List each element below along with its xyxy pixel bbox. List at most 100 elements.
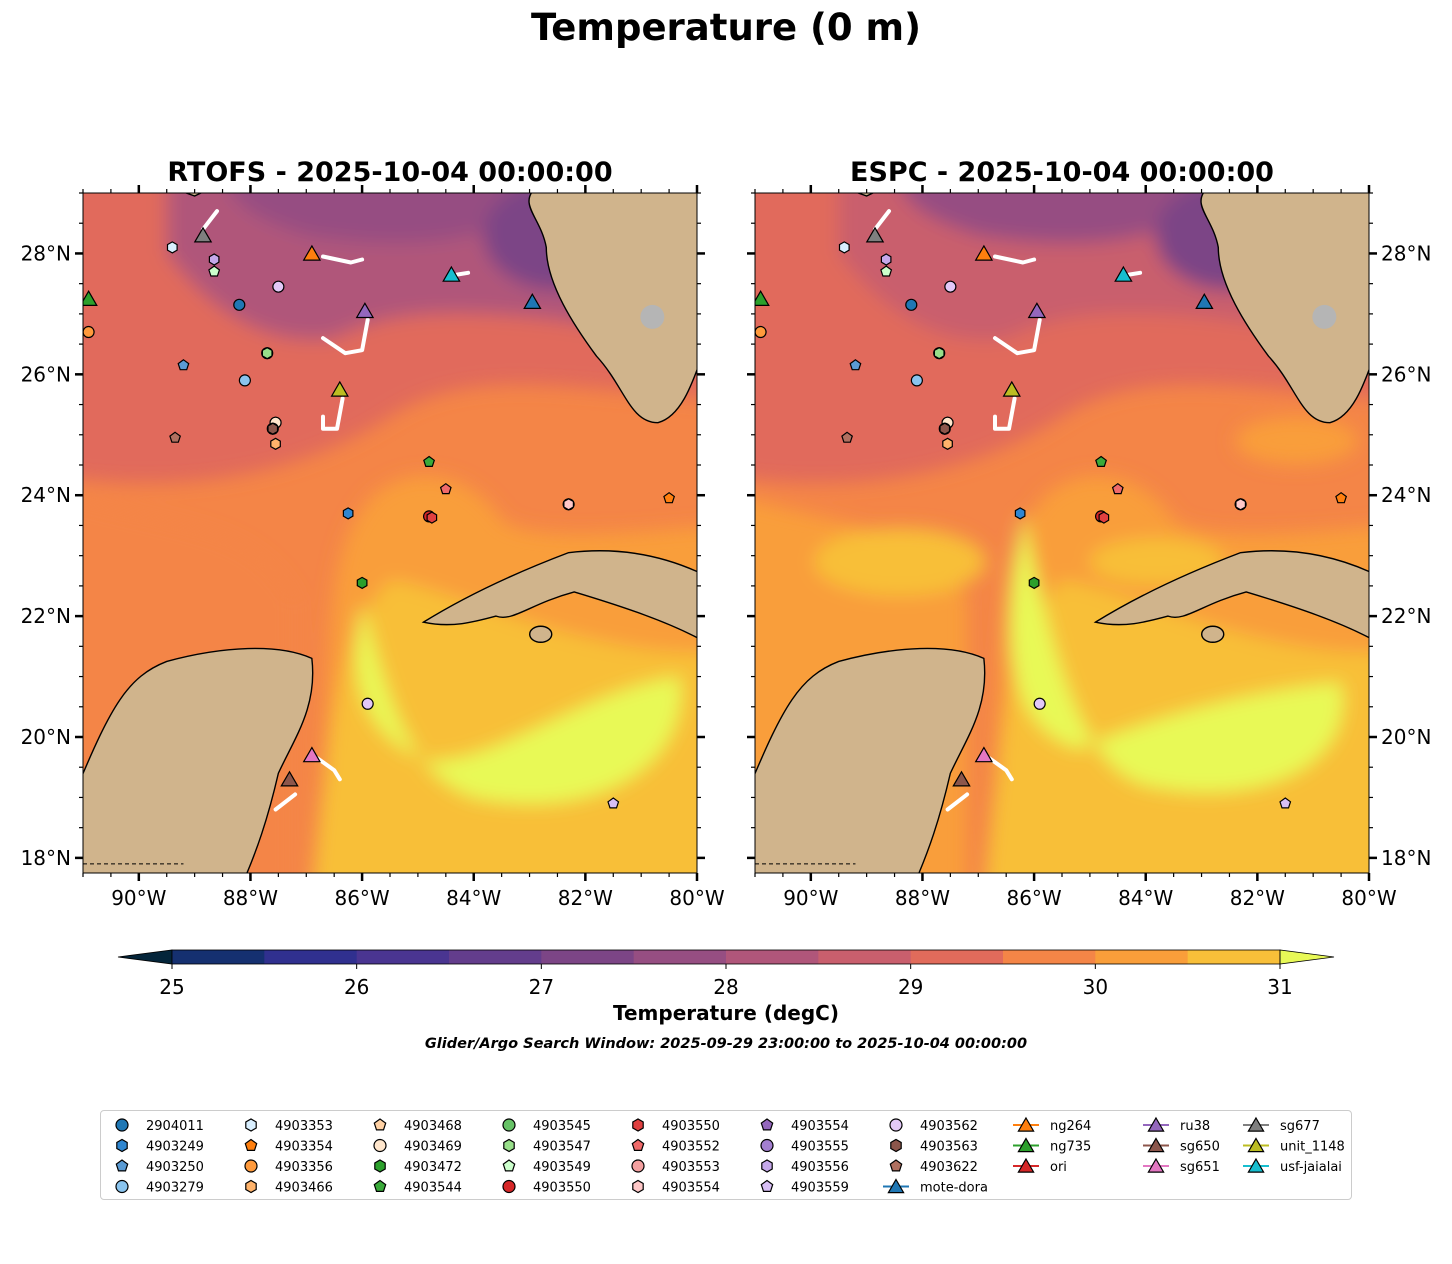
station-sg650 bbox=[280, 770, 299, 787]
legend-marker bbox=[761, 1159, 773, 1173]
station-sg677 bbox=[865, 226, 885, 243]
colorbar-segment bbox=[1187, 950, 1281, 964]
station-sg651 bbox=[974, 746, 994, 763]
station-4903563 bbox=[939, 422, 951, 435]
glider-track bbox=[873, 209, 891, 232]
lon-tick-label: 82°W bbox=[1230, 886, 1285, 910]
station-4903622 bbox=[169, 431, 182, 443]
colorbar-tick-label: 26 bbox=[344, 975, 369, 999]
colorbar-segment bbox=[818, 950, 912, 964]
legend-marker bbox=[244, 1138, 258, 1152]
glider-track bbox=[321, 254, 365, 265]
lon-tick-label: 84°W bbox=[1118, 886, 1173, 910]
glider-tracks bbox=[873, 209, 1143, 812]
station-4903562 bbox=[944, 280, 957, 293]
temperature-colorbar: 25 26 27 28 29 30 31 bbox=[117, 949, 1335, 999]
yucatan-land bbox=[83, 647, 314, 873]
legend-entry: usf-jaialai bbox=[1243, 1157, 1342, 1175]
florida-land bbox=[528, 193, 697, 424]
legend-entry: 4903279 bbox=[115, 1179, 204, 1196]
station-unit_1148 bbox=[1002, 380, 1021, 397]
legend-marker bbox=[116, 1138, 128, 1153]
legend-label: 4903549 bbox=[533, 1160, 591, 1175]
legend-marker bbox=[760, 1138, 774, 1153]
station-4903547 bbox=[261, 347, 273, 360]
legend-marker bbox=[889, 1159, 903, 1172]
legend-entry: sg650 bbox=[1143, 1137, 1220, 1155]
legend-entry: 4903622 bbox=[889, 1159, 978, 1175]
colorbar-tick-label: 30 bbox=[1083, 975, 1108, 999]
colorbar-segment bbox=[264, 950, 358, 964]
cuba-land bbox=[421, 550, 697, 639]
station-4903472 bbox=[1028, 576, 1040, 590]
station-sg650 bbox=[952, 770, 971, 787]
colorbar-high-extension bbox=[1279, 949, 1335, 965]
lat-tick-label: 26°N bbox=[1381, 362, 1431, 386]
lake-okeechobee bbox=[640, 304, 665, 329]
lat-tick-label: 18°N bbox=[1381, 846, 1431, 870]
legend-marker bbox=[631, 1159, 645, 1173]
contour-31 bbox=[1010, 513, 1343, 793]
station-4903250 bbox=[177, 359, 190, 371]
station-4903552 bbox=[439, 482, 452, 495]
legend-entry: ori bbox=[1013, 1157, 1067, 1175]
station-sg651 bbox=[302, 746, 322, 763]
legend-marker bbox=[1147, 1137, 1165, 1153]
colorbar-tick-label: 28 bbox=[713, 975, 738, 999]
legend-entry: 4903550 bbox=[632, 1118, 720, 1134]
legend-marker bbox=[1017, 1157, 1035, 1173]
station-4903550 bbox=[426, 511, 438, 524]
glider-track bbox=[993, 254, 1037, 265]
glider-track bbox=[321, 317, 370, 356]
legend-label: 4903563 bbox=[920, 1140, 978, 1155]
station-2904011 bbox=[905, 298, 918, 311]
station-unit_1148 bbox=[330, 380, 349, 397]
legend-entry: 4903553 bbox=[631, 1159, 720, 1175]
contour-27 bbox=[904, 193, 1218, 243]
station-markers bbox=[755, 226, 1348, 809]
lat-tick-label: 20°N bbox=[21, 725, 71, 749]
station-4903466 bbox=[942, 437, 953, 450]
legend-marker bbox=[1147, 1116, 1165, 1132]
glider-track bbox=[1127, 270, 1143, 277]
rtofs-map: 90°W 88°W 86°W 84°W 82°W 80°W 28°N 26°N 24°N 22°N… bbox=[21, 185, 1431, 910]
legend-label: 4903550 bbox=[662, 1119, 720, 1134]
legend-label: ng264 bbox=[1050, 1119, 1091, 1134]
glider-track bbox=[321, 396, 345, 431]
legend-marker bbox=[373, 1179, 387, 1193]
lon-tick-label: 84°W bbox=[446, 886, 501, 910]
lat-tick-label: 28°N bbox=[21, 241, 71, 265]
legend-label: sg650 bbox=[1180, 1140, 1220, 1155]
legend-marker bbox=[632, 1118, 644, 1132]
legend-label: ru38 bbox=[1180, 1119, 1210, 1134]
legend-marker bbox=[115, 1179, 129, 1194]
legend-label: 4903547 bbox=[533, 1140, 591, 1155]
legend-marker bbox=[245, 1179, 257, 1194]
legend-entry: 4903562 bbox=[889, 1118, 978, 1134]
legend-entry: 4903468 bbox=[373, 1118, 462, 1134]
legend-marker bbox=[887, 1178, 905, 1194]
lon-tick-label: 88°W bbox=[223, 886, 278, 910]
louisiana-land bbox=[856, 193, 875, 197]
legend-label: 2904011 bbox=[146, 1119, 204, 1134]
station-4903554 bbox=[1235, 498, 1247, 511]
glider-track bbox=[993, 317, 1042, 356]
map-axes: 90°W 88°W 86°W 84°W 82°W 80°W 28°N 26°N 24°N 22°N… bbox=[747, 185, 1431, 910]
station-markers bbox=[83, 226, 676, 809]
lat-tick-label: 24°N bbox=[1381, 483, 1431, 507]
station-4903562 bbox=[361, 697, 374, 710]
station-4903356 bbox=[83, 325, 95, 339]
legend-entry: 4903353 bbox=[245, 1118, 333, 1134]
florida-land bbox=[1200, 193, 1369, 424]
legend-label: 4903552 bbox=[662, 1140, 720, 1155]
legend-label: usf-jaialai bbox=[1280, 1160, 1342, 1175]
glider-track bbox=[273, 792, 298, 812]
legend-label: 4903562 bbox=[920, 1119, 978, 1134]
legend-label: ori bbox=[1050, 1160, 1067, 1175]
glider-track bbox=[455, 270, 471, 277]
legend-label: 4903250 bbox=[146, 1160, 204, 1175]
station-4903249 bbox=[1014, 507, 1026, 520]
legend-marker bbox=[245, 1118, 257, 1132]
legend-label: ng735 bbox=[1050, 1140, 1091, 1155]
legend-label: sg651 bbox=[1180, 1160, 1220, 1175]
